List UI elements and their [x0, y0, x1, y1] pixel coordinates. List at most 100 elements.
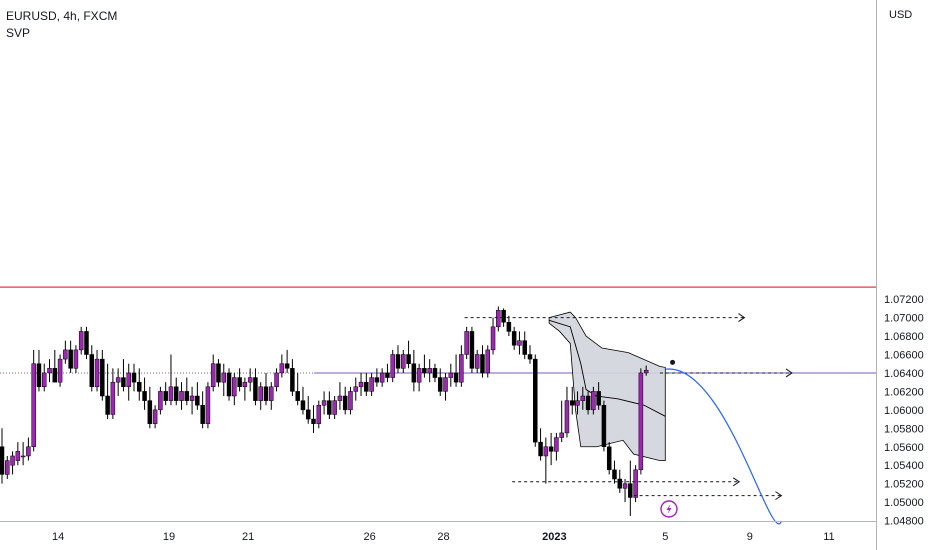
candle-body [158, 391, 163, 411]
candle-body [137, 381, 142, 392]
candle-body [253, 377, 258, 401]
candle-body [321, 400, 327, 406]
candle-body [432, 368, 438, 378]
candle-body [258, 386, 263, 401]
indicator-label[interactable]: SVP [6, 26, 31, 40]
candle-body [538, 441, 543, 457]
candle-body [406, 354, 411, 364]
candle-body [606, 446, 612, 471]
time-tick-label: 11 [823, 531, 834, 543]
time-tick-label: 19 [163, 531, 175, 543]
candle-body [522, 340, 527, 355]
arrow-head [738, 313, 746, 323]
candle-body [279, 363, 285, 374]
candle-body [311, 418, 316, 424]
candle-body [591, 391, 596, 411]
price-tick-label: 1.05200 [884, 479, 924, 491]
price-axis[interactable]: USD 1.07200 1.07000 1.06800 1.06600 1.06400 1… [876, 0, 924, 550]
arrow-head [785, 368, 793, 378]
price-tick-label: 1.06600 [884, 350, 924, 362]
candle-body [126, 372, 131, 388]
candle-body [147, 400, 153, 424]
candle-body [622, 483, 628, 489]
candle-body [305, 409, 311, 420]
time-axis[interactable]: 14192126282023591116 [0, 521, 932, 544]
price-tick-label: 1.07000 [884, 313, 924, 325]
candle-body [601, 404, 607, 447]
candle-body [226, 372, 232, 397]
candle-body [474, 354, 480, 369]
candle-body [26, 446, 31, 457]
candle-body [554, 437, 559, 452]
candle-body [247, 377, 253, 383]
price-tick-label: 1.06800 [884, 331, 924, 343]
candle-body [390, 354, 395, 378]
chart-legend: EURUSD, 4h, FXCM SVP [6, 8, 117, 42]
candle-body [131, 372, 137, 383]
candle-body [189, 395, 195, 401]
candle-body [490, 326, 496, 351]
candle-body [385, 372, 390, 378]
candle-body [358, 381, 364, 388]
candle-body [274, 372, 279, 388]
candle-body [152, 409, 158, 424]
candle-body [337, 395, 343, 401]
price-tick-label: 1.07200 [884, 294, 924, 306]
candle-body [638, 372, 644, 471]
candle-body [216, 363, 221, 383]
candle-body [501, 309, 506, 323]
candle-body [643, 369, 649, 374]
candle-body [617, 478, 623, 489]
candle-body [121, 377, 126, 388]
candle-body [443, 377, 448, 392]
candle-body [374, 377, 380, 383]
candle-body [52, 368, 58, 383]
candle-body [437, 377, 443, 392]
candle-body [195, 395, 200, 406]
candle-body [517, 340, 522, 346]
currency-label: USD [889, 9, 912, 21]
time-tick-label: 9 [747, 531, 753, 543]
price-tick-label: 1.05000 [884, 497, 924, 509]
candle-body [179, 391, 184, 401]
candle-body [232, 377, 237, 397]
candle-body [575, 400, 580, 406]
symbol-label[interactable]: EURUSD, 4h, FXCM [6, 9, 118, 23]
lightning-icon[interactable] [660, 500, 678, 518]
candle-body [290, 368, 295, 392]
candle-body [0, 446, 5, 475]
price-tick-label: 1.05800 [884, 423, 924, 435]
candle-body [84, 331, 89, 355]
candle-body [469, 331, 475, 369]
candle-body [20, 455, 26, 458]
candle-body [110, 381, 116, 415]
candle-body [205, 386, 211, 424]
candle-body [142, 391, 147, 401]
candle-body [300, 400, 306, 411]
candle-body [200, 404, 205, 424]
price-tick-label: 1.06000 [884, 405, 924, 417]
candle-body [564, 400, 570, 434]
projection-curve [665, 368, 783, 525]
time-tick-label: 26 [363, 531, 375, 543]
candle-body [506, 321, 512, 332]
marker-dot [670, 359, 676, 365]
candle-body [63, 349, 68, 360]
candle-body [263, 386, 269, 401]
candle-body [242, 381, 248, 388]
candle-body [596, 391, 601, 406]
candle-body [173, 386, 179, 401]
candle-body [41, 372, 47, 388]
candle-body [237, 377, 242, 388]
volume-profile-area [548, 311, 666, 461]
price-tick-label: 1.06400 [884, 368, 924, 380]
chart-icons[interactable] [660, 500, 678, 518]
candle-body [348, 391, 353, 411]
candle-body [569, 400, 575, 406]
candle-body [496, 309, 501, 328]
candle-body [364, 381, 369, 392]
arrow-head [732, 477, 741, 487]
candle-body [480, 354, 485, 374]
candle-body [78, 331, 84, 351]
